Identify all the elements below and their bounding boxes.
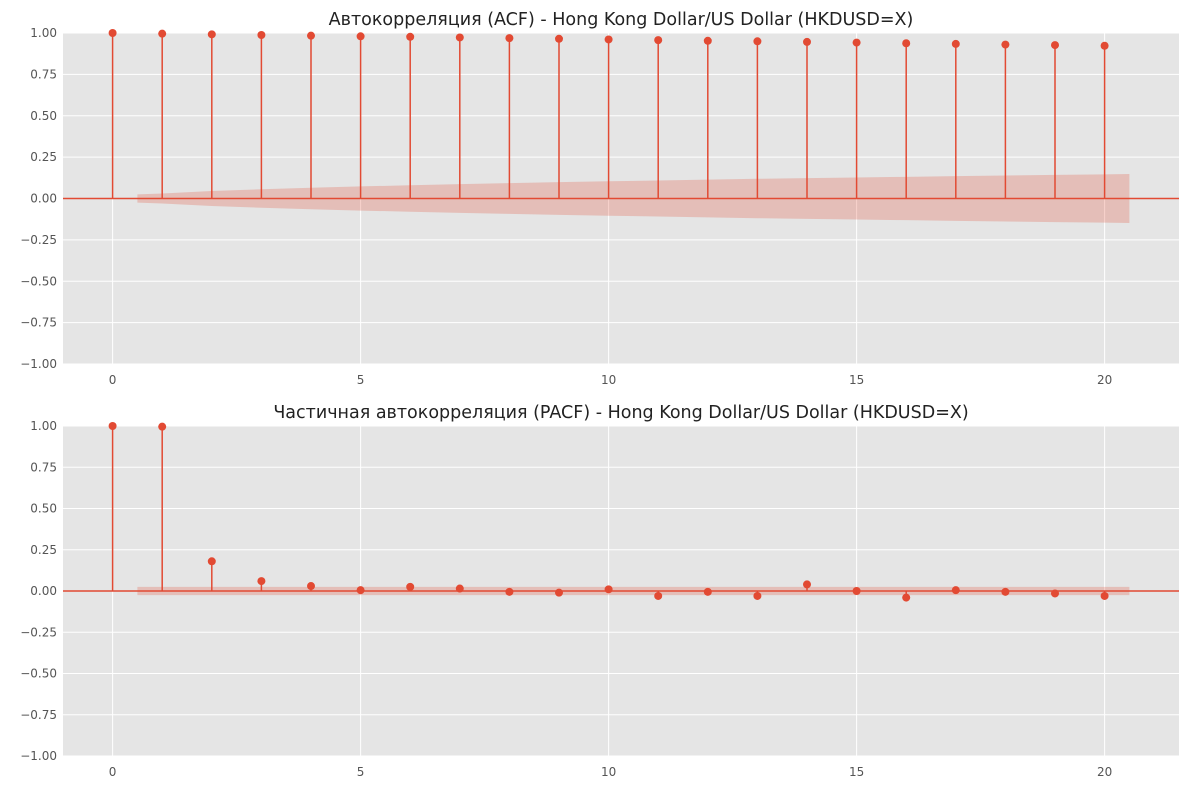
acf-marker-lag-20 (1100, 41, 1109, 50)
acf-marker-lag-7 (455, 33, 464, 42)
pacf-y-tick-label: 1.00 (30, 419, 57, 433)
pacf-marker-lag-2 (207, 557, 216, 566)
acf-y-tick-label: −0.50 (20, 274, 57, 288)
pacf-marker-lag-14 (803, 580, 811, 589)
acf-x-tick-label: 10 (601, 373, 616, 387)
acf-title: Автокорреляция (ACF) - Hong Kong Dollar/… (329, 10, 914, 30)
acf-x-tick-label: 5 (357, 373, 365, 387)
acf-marker-lag-15 (852, 38, 861, 47)
pacf-marker-lag-10 (604, 585, 613, 594)
pacf-marker-lag-20 (1100, 591, 1109, 600)
acf-marker-lag-5 (356, 32, 365, 41)
pacf-y-tick-label: −0.25 (20, 625, 57, 639)
acf-marker-lag-1 (158, 29, 167, 38)
pacf-y-tick-label: 0.50 (30, 502, 57, 516)
acf-y-tick-label: −0.25 (20, 233, 57, 247)
pacf-x-tick-label: 20 (1097, 765, 1112, 779)
pacf-marker-lag-9 (555, 588, 563, 597)
acf-x-tick-label: 0 (109, 373, 117, 387)
pacf-plot: 1.00 0.75 0.50 0.25 0.00 −0.25 −0.50 −0.75 −1.00… (20, 403, 1179, 779)
pacf-marker-lag-7 (455, 584, 464, 593)
acf-y-tick-label: −0.75 (20, 316, 57, 330)
acf-y-tick-label: 1.00 (30, 26, 57, 40)
pacf-y-tick-label: −1.00 (20, 749, 57, 763)
pacf-marker-lag-8 (505, 587, 514, 596)
acf-y-tick-label: 0.00 (30, 192, 57, 206)
acf-y-tick-label: 0.25 (30, 150, 57, 164)
acf-marker-lag-18 (1001, 40, 1010, 49)
pacf-x-tick-label: 10 (601, 765, 616, 779)
pacf-x-tick-label: 15 (849, 765, 864, 779)
acf-marker-lag-4 (307, 31, 315, 40)
acf-marker-lag-10 (604, 35, 613, 44)
acf-marker-lag-14 (803, 37, 811, 46)
pacf-y-tick-label: 0.00 (30, 584, 57, 598)
acf-marker-lag-9 (555, 34, 563, 43)
pacf-marker-lag-4 (307, 582, 315, 591)
acf-marker-lag-19 (1051, 41, 1059, 50)
acf-marker-lag-2 (207, 30, 216, 39)
acf-marker-lag-6 (406, 32, 415, 41)
acf-marker-lag-16 (902, 39, 911, 48)
pacf-marker-lag-6 (406, 582, 415, 591)
acf-plot: 1.00 0.75 0.50 0.25 0.00 −0.25 −0.50 −0.75 −1.00… (20, 10, 1179, 387)
acf-marker-lag-0 (108, 29, 117, 37)
acf-y-tick-label: −1.00 (20, 357, 57, 371)
pacf-marker-lag-0 (108, 422, 117, 430)
pacf-marker-lag-15 (852, 587, 861, 595)
pacf-marker-lag-19 (1051, 589, 1059, 598)
pacf-marker-lag-16 (902, 593, 911, 602)
pacf-y-tick-label: 0.75 (30, 460, 57, 474)
acf-marker-lag-3 (257, 30, 266, 39)
acf-marker-lag-12 (703, 36, 712, 45)
pacf-marker-lag-5 (356, 586, 365, 595)
acf-x-tick-label: 15 (849, 373, 864, 387)
pacf-title: Частичная автокорреляция (PACF) - Hong K… (273, 403, 968, 423)
pacf-x-tick-label: 0 (109, 765, 117, 779)
acf-y-tick-label: 0.75 (30, 67, 57, 81)
pacf-marker-lag-12 (703, 587, 712, 596)
pacf-marker-lag-17 (951, 586, 960, 595)
acf-marker-lag-13 (753, 37, 762, 46)
acf-y-tick-label: 0.50 (30, 109, 57, 123)
pacf-y-tick-label: −0.75 (20, 708, 57, 722)
acf-marker-lag-8 (505, 34, 514, 43)
pacf-marker-lag-3 (257, 577, 266, 586)
acf-x-tick-label: 20 (1097, 373, 1112, 387)
pacf-marker-lag-1 (158, 422, 167, 431)
pacf-marker-lag-11 (654, 591, 663, 600)
acf-marker-lag-17 (951, 39, 960, 48)
pacf-marker-lag-18 (1001, 587, 1010, 596)
pacf-marker-lag-13 (753, 591, 762, 600)
pacf-y-tick-label: 0.25 (30, 543, 57, 557)
acf-marker-lag-11 (654, 36, 663, 45)
pacf-y-tick-label: −0.50 (20, 667, 57, 681)
pacf-x-tick-label: 5 (357, 765, 365, 779)
